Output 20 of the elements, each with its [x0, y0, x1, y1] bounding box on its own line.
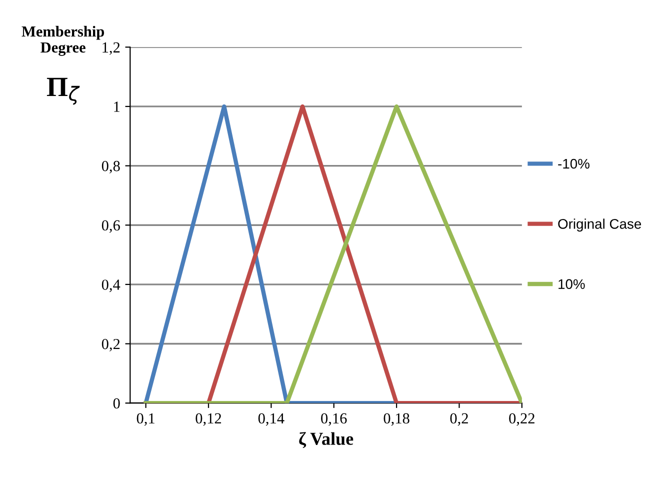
x-tick-label: 0,18 [384, 413, 410, 426]
y-tick-label: 0,8 [102, 160, 120, 174]
x-tick-label: 0,22 [509, 413, 534, 426]
y-tick-label: 1,2 [102, 42, 120, 55]
x-tick-label: 0,2 [450, 413, 468, 426]
x-axis-title: ζ Value [299, 432, 354, 448]
y-axis-title: Membership Degree [22, 26, 104, 56]
legend-label: 10% [558, 279, 585, 290]
y-tick-label: 0,2 [102, 338, 120, 352]
y-tick-label: 0,4 [102, 280, 120, 292]
x-tick-label: 0,14 [258, 413, 284, 426]
legend-label: -10% [558, 158, 590, 169]
x-tick-label: 0,16 [321, 413, 347, 426]
y-tick-label: 1 [114, 102, 120, 112]
y-tick-label: 0,6 [102, 220, 120, 233]
x-tick-label: 0,12 [196, 413, 222, 426]
y-tick-label: 0 [113, 398, 120, 409]
legend-label: Original Case [558, 218, 642, 232]
x-tick-label: 0,1 [136, 413, 154, 426]
text: Π$_{ζ}$ [46, 78, 80, 105]
